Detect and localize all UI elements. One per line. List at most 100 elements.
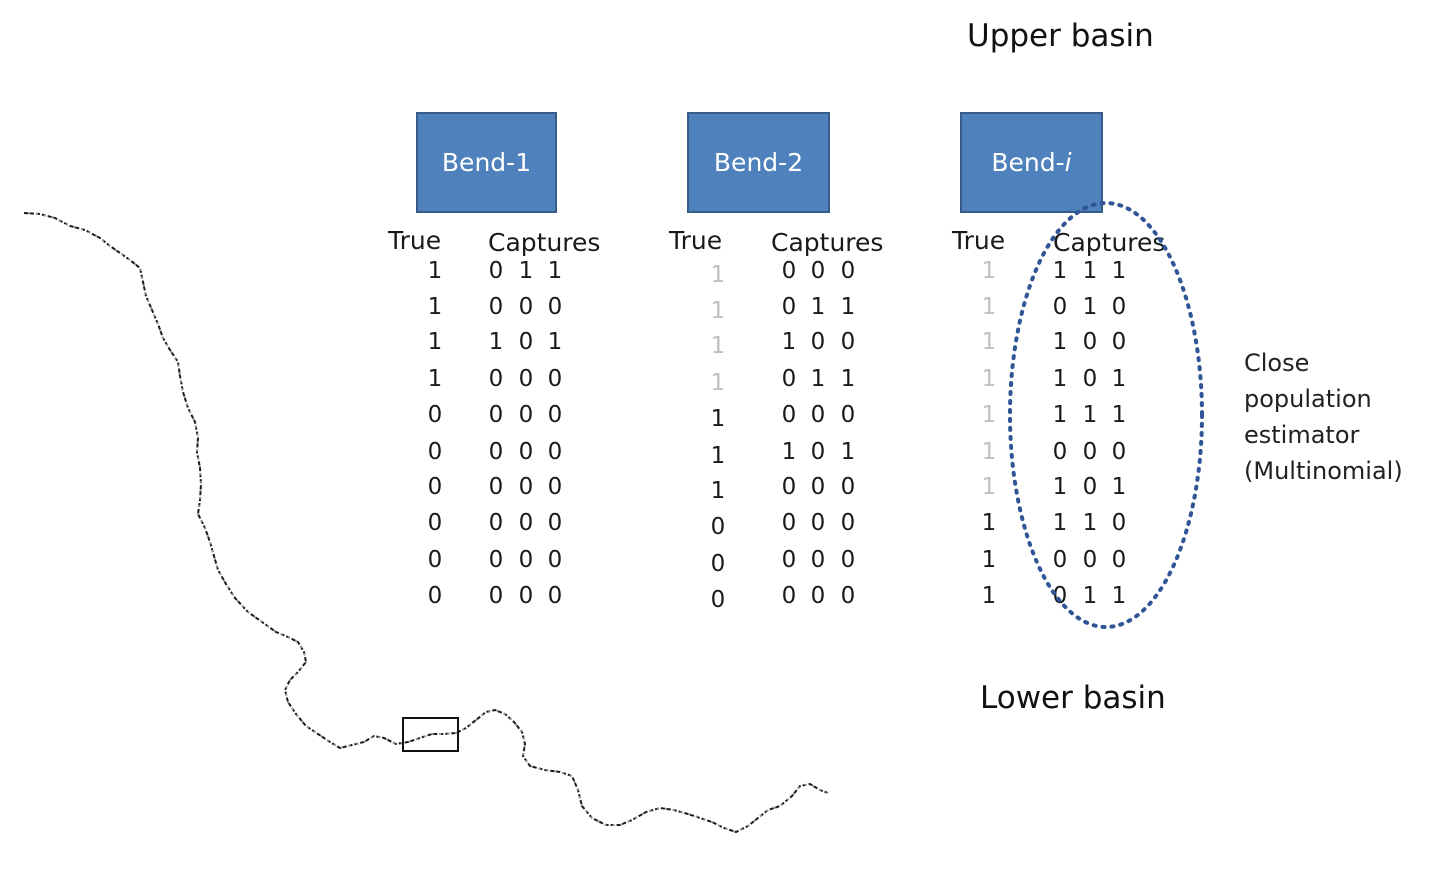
true-value-cell: 1 <box>710 478 726 504</box>
capture-value-cell: 0 <box>1111 510 1127 536</box>
capture-value-cell: 0 <box>488 439 504 465</box>
bend-1-captures-header: Captures <box>488 228 601 257</box>
capture-value-cell: 0 <box>810 583 826 609</box>
true-value-cell: 1 <box>981 258 997 284</box>
capture-value-cell: 0 <box>488 294 504 320</box>
bend-2-captures-header: Captures <box>771 228 884 257</box>
capture-value-cell: 0 <box>518 474 534 500</box>
capture-value-cell: 0 <box>1111 329 1127 355</box>
capture-value-cell: 1 <box>1082 510 1098 536</box>
true-value-cell: 1 <box>427 329 443 355</box>
capture-value-cell: 1 <box>1052 258 1068 284</box>
estimator-note-line: estimator <box>1244 421 1360 449</box>
upper-basin-label: Upper basin <box>967 18 1154 54</box>
estimator-note: Close population estimator (Multinomial) <box>1244 345 1403 489</box>
true-value-cell: 1 <box>981 439 997 465</box>
true-value-cell: 1 <box>427 294 443 320</box>
capture-value-cell: 0 <box>488 583 504 609</box>
capture-value-cell: 0 <box>840 402 856 428</box>
true-value-cell: 0 <box>427 474 443 500</box>
capture-value-cell: 1 <box>810 366 826 392</box>
capture-value-cell: 0 <box>1082 439 1098 465</box>
capture-value-cell: 0 <box>781 294 797 320</box>
capture-value-cell: 0 <box>1052 547 1068 573</box>
true-value-cell: 1 <box>710 333 726 359</box>
true-value-cell: 0 <box>427 547 443 573</box>
capture-value-cell: 0 <box>781 402 797 428</box>
capture-value-cell: 0 <box>1052 583 1068 609</box>
true-value-cell: 1 <box>981 402 997 428</box>
capture-value-cell: 1 <box>781 439 797 465</box>
true-value-cell: 0 <box>427 510 443 536</box>
capture-value-cell: 0 <box>781 366 797 392</box>
true-value-cell: 1 <box>981 366 997 392</box>
estimator-note-line: population <box>1244 385 1372 413</box>
capture-value-cell: 1 <box>1052 474 1068 500</box>
capture-value-cell: 1 <box>547 258 563 284</box>
capture-value-cell: 0 <box>547 366 563 392</box>
capture-value-cell: 0 <box>810 402 826 428</box>
capture-value-cell: 0 <box>1052 439 1068 465</box>
capture-value-cell: 0 <box>810 510 826 536</box>
true-value-cell: 1 <box>427 258 443 284</box>
capture-value-cell: 0 <box>547 510 563 536</box>
capture-value-cell: 1 <box>1052 329 1068 355</box>
capture-value-cell: 1 <box>1082 583 1098 609</box>
capture-value-cell: 0 <box>518 294 534 320</box>
bend-2-true-header: True <box>669 226 723 255</box>
true-value-cell: 0 <box>427 439 443 465</box>
capture-value-cell: 0 <box>1111 294 1127 320</box>
capture-value-cell: 0 <box>1111 547 1127 573</box>
capture-value-cell: 0 <box>840 510 856 536</box>
lower-basin-label: Lower basin <box>980 680 1166 716</box>
true-value-cell: 1 <box>981 329 997 355</box>
capture-value-cell: 0 <box>547 294 563 320</box>
capture-value-cell: 1 <box>840 294 856 320</box>
true-value-cell: 1 <box>981 510 997 536</box>
bend-2-box: Bend-2 <box>687 112 830 213</box>
capture-value-cell: 0 <box>810 547 826 573</box>
capture-value-cell: 0 <box>488 402 504 428</box>
capture-value-cell: 0 <box>840 583 856 609</box>
capture-value-cell: 0 <box>1052 294 1068 320</box>
bend-i-label: Bend-i <box>991 148 1072 177</box>
bend-i-true-header: True <box>952 226 1006 255</box>
bend-1-box: Bend-1 <box>416 112 557 213</box>
capture-value-cell: 0 <box>518 402 534 428</box>
capture-value-cell: 0 <box>1082 329 1098 355</box>
capture-value-cell: 0 <box>840 258 856 284</box>
true-value-cell: 1 <box>427 366 443 392</box>
capture-value-cell: 0 <box>488 366 504 392</box>
capture-value-cell: 1 <box>518 258 534 284</box>
true-value-cell: 1 <box>710 298 726 324</box>
true-value-cell: 1 <box>710 262 726 288</box>
capture-value-cell: 1 <box>1111 258 1127 284</box>
capture-value-cell: 0 <box>840 547 856 573</box>
capture-value-cell: 0 <box>781 474 797 500</box>
true-value-cell: 1 <box>981 294 997 320</box>
capture-value-cell: 0 <box>840 329 856 355</box>
estimator-note-line: Close <box>1244 349 1310 377</box>
capture-value-cell: 0 <box>781 510 797 536</box>
capture-value-cell: 0 <box>781 258 797 284</box>
capture-value-cell: 0 <box>547 583 563 609</box>
capture-value-cell: 0 <box>547 439 563 465</box>
capture-value-cell: 0 <box>781 547 797 573</box>
capture-value-cell: 0 <box>488 258 504 284</box>
capture-value-cell: 1 <box>1052 366 1068 392</box>
true-value-cell: 1 <box>981 547 997 573</box>
bend-1-true-header: True <box>388 226 442 255</box>
capture-value-cell: 1 <box>1111 402 1127 428</box>
capture-value-cell: 0 <box>810 439 826 465</box>
capture-value-cell: 0 <box>488 547 504 573</box>
capture-value-cell: 1 <box>488 329 504 355</box>
capture-value-cell: 0 <box>518 547 534 573</box>
bend-2-label: Bend-2 <box>713 148 804 177</box>
capture-value-cell: 1 <box>1111 474 1127 500</box>
estimator-note-line: (Multinomial) <box>1244 457 1403 485</box>
capture-value-cell: 0 <box>810 329 826 355</box>
capture-value-cell: 0 <box>518 439 534 465</box>
capture-value-cell: 0 <box>1082 547 1098 573</box>
bend-1-label: Bend-1 <box>441 148 532 177</box>
capture-value-cell: 1 <box>1111 366 1127 392</box>
